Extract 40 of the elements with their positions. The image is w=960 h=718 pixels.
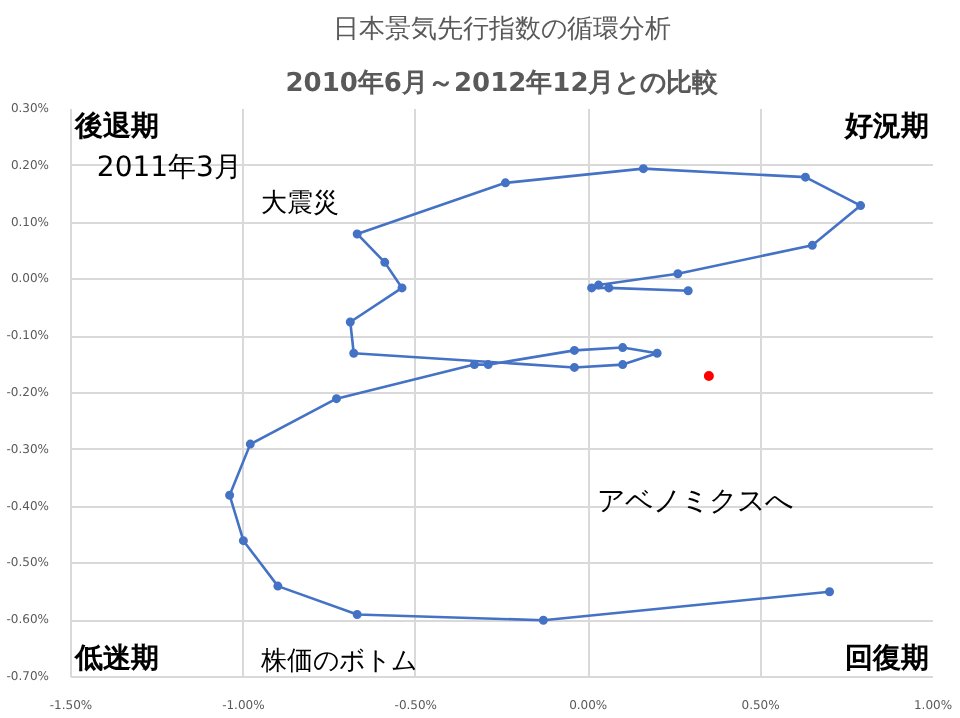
point [245,439,255,449]
annotation: 低迷期 [73,643,159,675]
point [569,362,579,372]
point [825,587,835,597]
point [397,283,407,293]
chart-title: 日本景気先行指数の循環分析 [333,15,671,45]
point [807,240,817,250]
point [652,348,662,358]
point [587,283,597,293]
annotation: 2011年3月 [96,151,242,184]
point [638,164,648,174]
point [500,178,510,188]
point [604,283,614,293]
point [352,610,362,620]
point [856,201,866,211]
point [594,280,604,290]
point [238,536,248,546]
point [683,286,693,296]
point [618,343,628,353]
point [673,269,683,279]
point [569,345,579,355]
point [225,490,235,500]
point [332,394,341,404]
annotation: 株価のボトム [258,647,417,677]
annotation: 後退期 [73,109,159,143]
point [483,360,493,370]
point [703,370,714,381]
point [538,615,548,625]
annotation: 大震災 [260,188,339,219]
point [349,348,359,358]
point [800,172,810,182]
chart-subtitle: 2010年6月～2012年12月との比較 [285,69,721,99]
annotation: アベノミクスへ [596,485,793,518]
point [345,317,355,327]
point [380,257,390,267]
point [273,581,283,591]
annotation: 回復期 [845,643,929,675]
point [352,229,362,239]
point [618,360,628,370]
annotation: 好況期 [843,111,929,143]
